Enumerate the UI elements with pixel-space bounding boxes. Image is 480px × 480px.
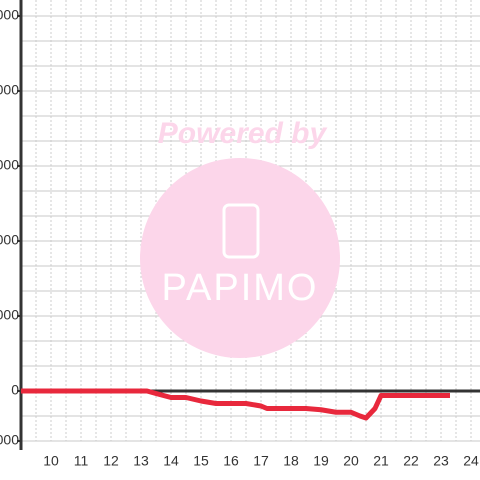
y-tick-label: 120,000 [0, 82, 19, 98]
x-tick-label: 17 [253, 453, 269, 469]
x-tick-label: 23 [433, 453, 449, 469]
watermark-text: Powered by [158, 117, 328, 150]
x-tick-label: 13 [133, 453, 149, 469]
y-tick-label: -20,000 [0, 432, 19, 448]
y-tick-label: 60,000 [0, 232, 19, 248]
x-tick-label: 10 [43, 453, 59, 469]
y-tick-label: 90,000 [0, 157, 19, 173]
x-tick-label: 19 [313, 453, 329, 469]
x-tick-label: 18 [283, 453, 299, 469]
x-tick-label: 21 [373, 453, 389, 469]
x-tick-label: 22 [403, 453, 419, 469]
x-tick-label: 16 [223, 453, 239, 469]
x-tick-label: 24 [463, 453, 479, 469]
x-tick-label: 20 [343, 453, 359, 469]
watermark-phone [222, 203, 260, 259]
y-tick-label: 150,000 [0, 7, 19, 23]
y-tick-label: 30,000 [0, 307, 19, 323]
x-tick-label: 12 [103, 453, 119, 469]
data [17, 0, 480, 450]
x-tick-label: 15 [193, 453, 209, 469]
y-tick-label: 0 [11, 382, 19, 398]
data-line [21, 388, 450, 421]
x-tick-label: 11 [74, 453, 89, 469]
watermark-logo: PAPIMO [162, 267, 319, 309]
x-tick-label: 14 [163, 453, 179, 469]
